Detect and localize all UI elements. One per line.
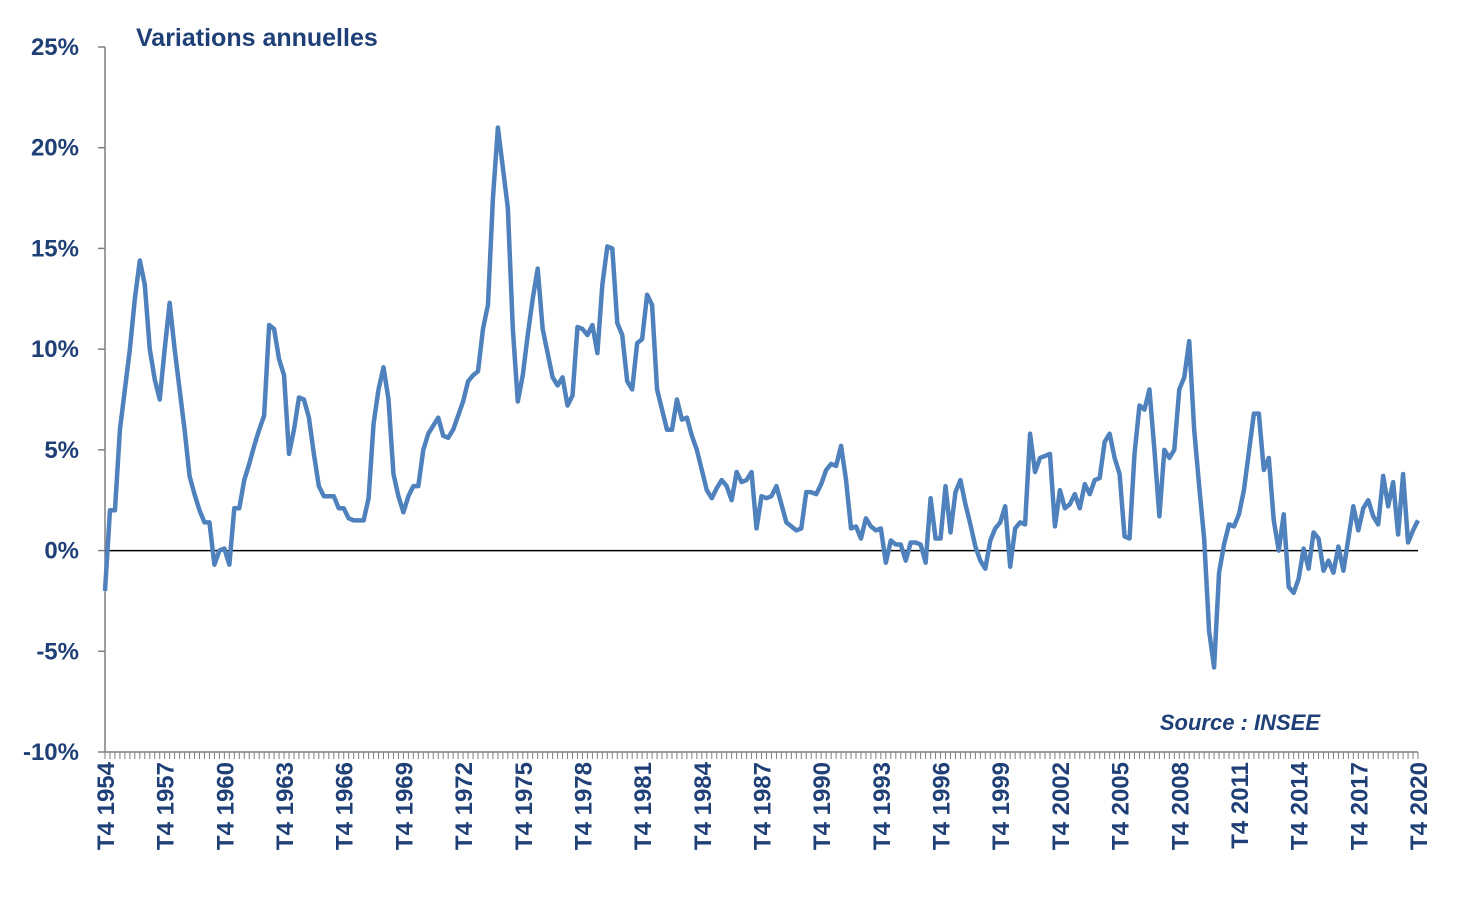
- x-tick-label: T4 1975: [511, 762, 538, 850]
- x-tick-label: T4 1999: [988, 762, 1015, 850]
- x-tick-label: T4 2017: [1346, 762, 1373, 850]
- x-tick-label: T4 2011: [1227, 762, 1254, 849]
- x-tick-label: T4 1987: [750, 762, 777, 850]
- y-tick-label: 25%: [31, 34, 79, 61]
- source-note: Source : INSEE: [1160, 710, 1321, 735]
- x-tick-label: T4 1993: [869, 762, 896, 850]
- x-tick-label: T4 1978: [570, 762, 597, 850]
- x-tick-label: T4 1990: [809, 762, 836, 850]
- x-tick-label: T4 1957: [153, 762, 180, 850]
- y-tick-label: 0%: [44, 538, 79, 565]
- data-line: [102, 125, 1421, 670]
- x-tick-label: T4 2020: [1406, 762, 1433, 850]
- x-tick-label: T4 1960: [212, 762, 239, 850]
- x-tick-label: T4 1981: [630, 762, 657, 850]
- x-tick-label: T4 2008: [1167, 762, 1194, 850]
- x-tick-label: T4 1969: [391, 762, 418, 850]
- x-tick-label: T4 2005: [1108, 762, 1135, 850]
- x-tick-label: T4 1996: [929, 762, 956, 850]
- y-tick-label: 15%: [31, 235, 79, 262]
- x-tick-label: T4 1984: [690, 761, 717, 850]
- chart-title: Variations annuelles: [136, 24, 378, 52]
- x-tick-label: T4 2014: [1287, 761, 1314, 850]
- y-tick-label: 20%: [31, 135, 79, 162]
- y-tick-label: 10%: [31, 336, 79, 363]
- x-tick-label: T4 1954: [93, 761, 120, 850]
- x-tick-label: T4 2002: [1048, 762, 1075, 850]
- x-tick-label: T4 1963: [272, 762, 299, 850]
- y-tick-label: 5%: [44, 437, 79, 464]
- x-tick-label: T4 1972: [451, 762, 478, 850]
- y-tick-label: -5%: [36, 638, 79, 665]
- x-tick-label: T4 1966: [332, 762, 359, 850]
- y-tick-label: -10%: [23, 739, 79, 766]
